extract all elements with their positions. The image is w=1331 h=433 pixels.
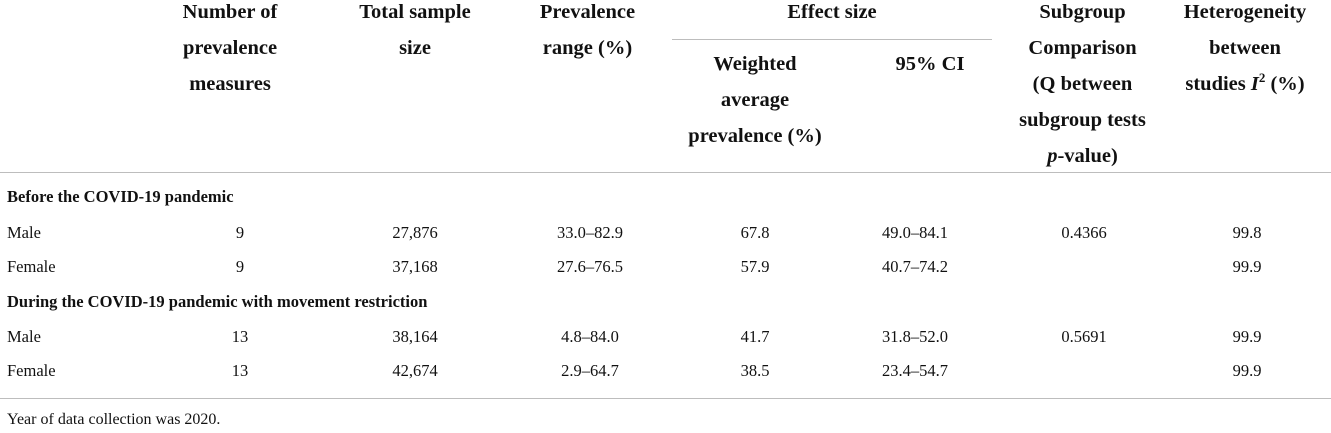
row-label: Female — [7, 361, 56, 380]
cell-weighted-avg: 41.7 — [740, 327, 770, 346]
cell-subgroup-q: 0.4366 — [1061, 223, 1107, 242]
header-weighted-average-prevalence: Weighted average prevalence (%) — [660, 46, 850, 154]
cell-heterogeneity: 99.8 — [1232, 223, 1262, 242]
header-line: Number of — [182, 1, 278, 23]
table-footnote: Year of data collection was 2020. — [7, 411, 221, 428]
row-label: Male — [7, 327, 41, 346]
header-line: subgroup tests — [1019, 109, 1146, 131]
cell-num-measures: 9 — [235, 257, 245, 276]
header-line: Heterogeneity — [1183, 1, 1307, 23]
cell-95-ci: 31.8–52.0 — [882, 327, 948, 346]
cell-95-ci: 23.4–54.7 — [882, 361, 948, 380]
header-line: p-value) — [1000, 138, 1165, 174]
header-line: measures — [189, 73, 271, 95]
header-line: Comparison — [1028, 37, 1137, 59]
cell-prevalence-range: 4.8–84.0 — [561, 327, 619, 346]
header-line: studies I2 (%) — [1160, 66, 1330, 102]
p-italic: p — [1047, 145, 1058, 167]
cell-weighted-avg: 67.8 — [740, 223, 770, 242]
header-line: Subgroup — [1039, 1, 1126, 23]
header-total-sample-size: Total sample size — [335, 0, 495, 66]
effect-size-rule — [672, 39, 992, 40]
header-number-of-prevalence-measures: Number of prevalence measures — [150, 0, 310, 102]
cell-95-ci: 49.0–84.1 — [882, 223, 948, 242]
header-line: Total sample — [359, 1, 471, 23]
header-bottom-rule — [0, 172, 1331, 173]
cell-prevalence-range: 33.0–82.9 — [557, 223, 623, 242]
cell-total-sample: 37,168 — [392, 257, 438, 276]
header-95-ci: 95% CI — [850, 46, 1010, 82]
header-line: between — [1209, 37, 1281, 59]
cell-95-ci: 40.7–74.2 — [882, 257, 948, 276]
cell-weighted-avg: 38.5 — [740, 361, 770, 380]
header-line: Prevalence — [539, 1, 636, 23]
het-exponent: 2 — [1258, 70, 1266, 86]
cell-total-sample: 42,674 — [392, 361, 438, 380]
cell-prevalence-range: 27.6–76.5 — [557, 257, 623, 276]
het-unit: (%) — [1265, 73, 1305, 95]
header-prevalence-range: Prevalence range (%) — [505, 0, 670, 66]
cell-prevalence-range: 2.9–64.7 — [561, 361, 619, 380]
header-line: range (%) — [542, 37, 633, 59]
p-rest: -value) — [1057, 145, 1118, 167]
header-line: Weighted — [713, 53, 797, 75]
header-line: 95% CI — [895, 53, 965, 75]
section-title: During the COVID-19 pandemic with moveme… — [7, 292, 428, 311]
section-title: Before the COVID-19 pandemic — [7, 187, 234, 206]
row-label: Female — [7, 257, 56, 276]
header-line: Effect size — [787, 1, 877, 23]
row-label: Male — [7, 223, 41, 242]
cell-num-measures: 13 — [231, 361, 249, 380]
cell-num-measures: 9 — [235, 223, 245, 242]
header-heterogeneity: Heterogeneity between studies I2 (%) — [1160, 0, 1330, 102]
header-line: prevalence — [182, 37, 278, 59]
cell-heterogeneity: 99.9 — [1232, 361, 1262, 380]
header-line: average — [720, 89, 790, 111]
cell-heterogeneity: 99.9 — [1232, 257, 1262, 276]
header-subgroup-comparison: Subgroup Comparison (Q between subgroup … — [1000, 0, 1165, 174]
het-studies: studies — [1185, 73, 1251, 95]
header-line: prevalence (%) — [688, 125, 822, 147]
table-bottom-rule — [0, 398, 1331, 399]
cell-subgroup-q: 0.5691 — [1061, 327, 1107, 346]
header-line: (Q between — [1032, 73, 1133, 95]
header-line: size — [399, 37, 431, 59]
cell-num-measures: 13 — [231, 327, 249, 346]
cell-total-sample: 27,876 — [392, 223, 438, 242]
cell-weighted-avg: 57.9 — [740, 257, 770, 276]
het-i-italic: I — [1250, 73, 1259, 95]
cell-total-sample: 38,164 — [392, 327, 438, 346]
cell-heterogeneity: 99.9 — [1232, 327, 1262, 346]
header-effect-size: Effect size — [672, 0, 992, 30]
